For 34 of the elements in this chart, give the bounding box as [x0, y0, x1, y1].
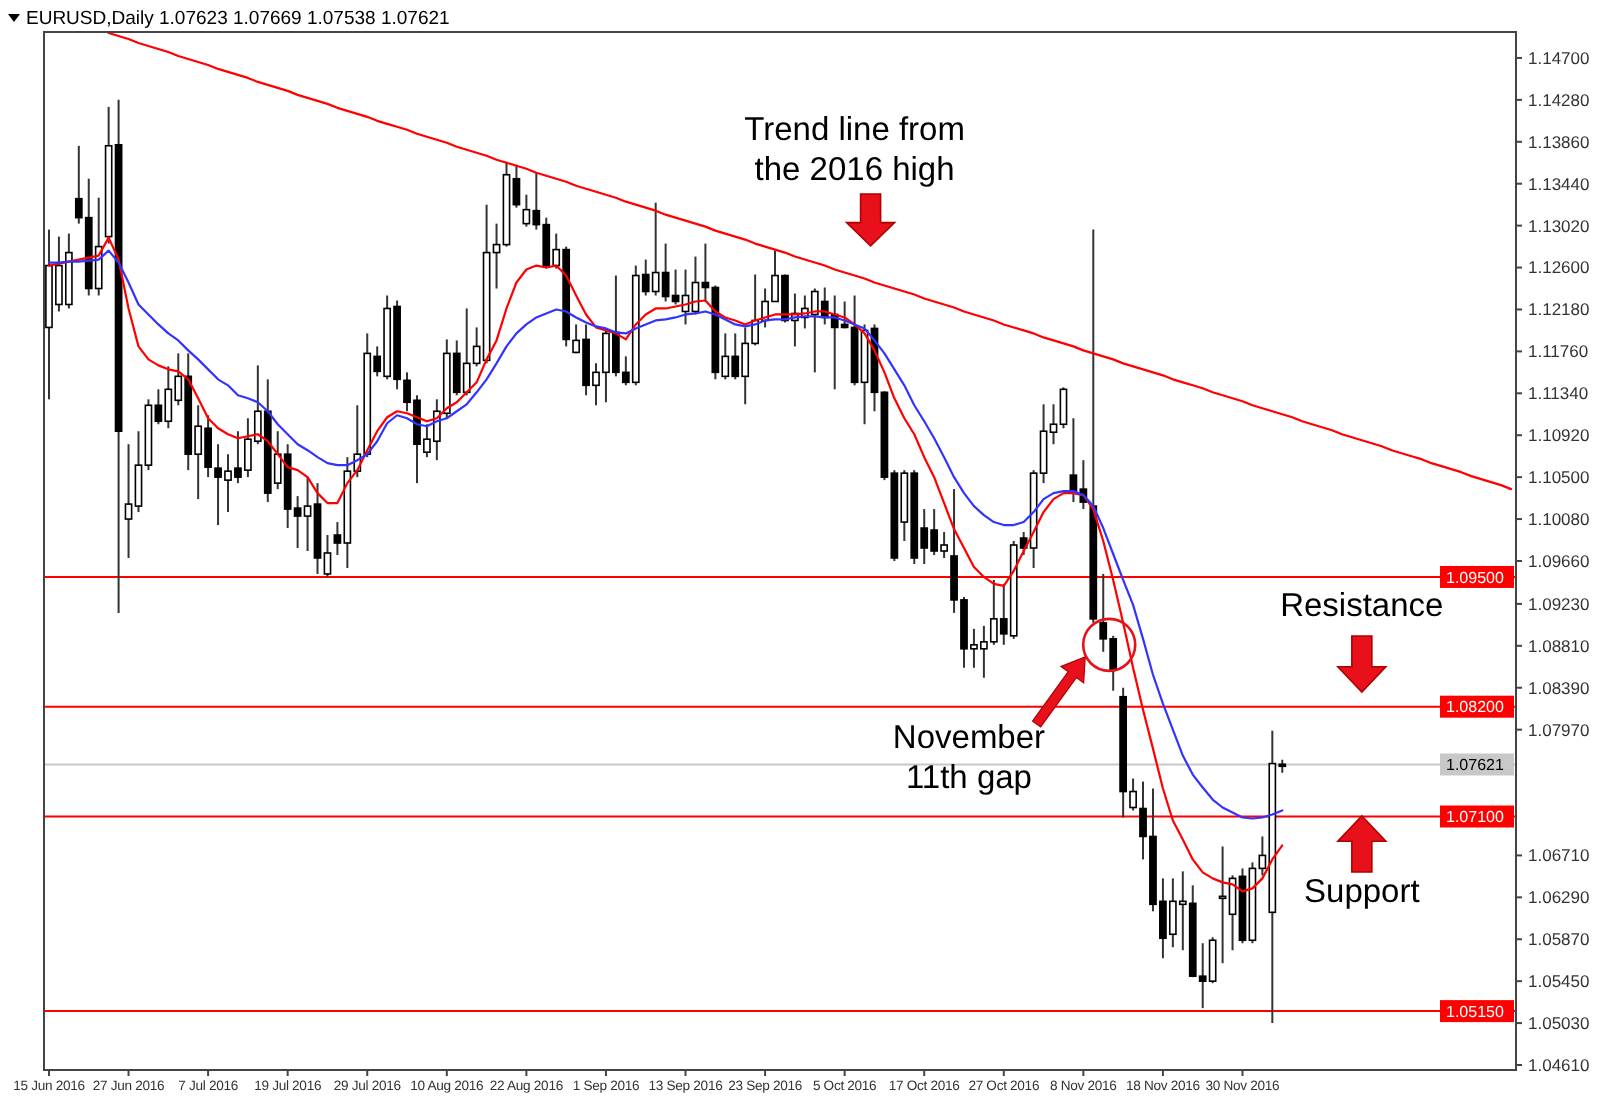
y-tick-label: 1.14280: [1528, 89, 1590, 110]
y-tick-label: 1.13440: [1528, 173, 1590, 194]
y-tick-label: 1.13860: [1528, 131, 1590, 152]
annotation: Trend line from the 2016 high: [744, 112, 965, 188]
y-tick-label: 1.08390: [1528, 677, 1590, 698]
annotation: Support: [1304, 874, 1421, 910]
y-tick-label: 1.11760: [1528, 341, 1589, 362]
ref-line-label: 1.07621: [1446, 756, 1505, 775]
y-tick-label: 1.05030: [1528, 1013, 1590, 1034]
y-tick-label: 1.10500: [1528, 467, 1590, 488]
y-tick-label: 1.13020: [1528, 215, 1590, 236]
y-tick-label: 1.14700: [1528, 47, 1590, 68]
ref-line-label: 1.05150: [1446, 1002, 1505, 1021]
y-tick-label: 1.09230: [1528, 593, 1590, 614]
y-tick-label: 1.09660: [1528, 550, 1590, 571]
y-tick-label: 1.04610: [1528, 1054, 1590, 1075]
y-tick-label: 1.11340: [1528, 383, 1589, 404]
annotation: Resistance: [1280, 588, 1444, 624]
line-series: [107, 31, 1513, 491]
ref-line-label: 1.07100: [1446, 808, 1505, 827]
y-tick-label: 1.06290: [1528, 887, 1590, 908]
y-tick-label: 1.12180: [1528, 299, 1590, 320]
y-tick-label: 1.05450: [1528, 971, 1590, 992]
y-tick-label: 1.07970: [1528, 719, 1590, 740]
y-tick-label: 1.08810: [1528, 635, 1590, 656]
ref-line-label: 1.09500: [1446, 568, 1505, 587]
ref-line-label: 1.08200: [1446, 698, 1505, 717]
y-tick-label: 1.10920: [1528, 425, 1590, 446]
chart-title: EURUSD,Daily 1.07623 1.07669 1.07538 1.07621: [26, 8, 450, 30]
y-tick-label: 1.10080: [1528, 509, 1590, 530]
y-tick-label: 1.05870: [1528, 929, 1590, 950]
annotation: November 11th gap: [892, 720, 1047, 796]
y-tick-label: 1.06710: [1528, 845, 1590, 866]
y-tick-label: 1.12600: [1528, 257, 1590, 278]
